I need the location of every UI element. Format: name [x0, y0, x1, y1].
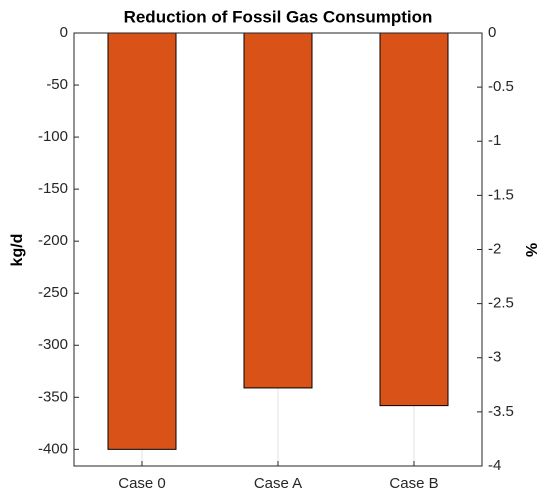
- y-tick-label: -50: [46, 76, 68, 93]
- bar: [379, 32, 449, 407]
- y2-tick-label: -3.5: [488, 403, 514, 420]
- y2-tick-label: -3: [488, 349, 501, 366]
- y2-tick-label: -4: [488, 457, 501, 474]
- y2-tick-label: -1: [488, 132, 501, 149]
- y-tick-label: -350: [38, 388, 68, 405]
- y-tick-label: -200: [38, 232, 68, 249]
- y2-axis-label: %: [522, 243, 539, 257]
- x-tick-label: Case B: [389, 475, 438, 492]
- y2-tick-label: -2.5: [488, 295, 514, 312]
- y2-tick-label: -0.5: [488, 78, 514, 95]
- y-tick-label: -400: [38, 440, 68, 457]
- chart-title: Reduction of Fossil Gas Consumption: [124, 7, 433, 26]
- plot-frame: [73, 32, 483, 467]
- y-tick-label: -250: [38, 284, 68, 301]
- bar: [243, 32, 313, 389]
- x-tick-label: Case 0: [118, 475, 166, 492]
- y2-tick-label: -1.5: [488, 186, 514, 203]
- y2-tick-label: -2: [488, 240, 501, 257]
- bar: [107, 32, 177, 450]
- y-tick-label: -100: [38, 128, 68, 145]
- x-tick-label: Case A: [254, 475, 302, 492]
- y-tick-label: 0: [60, 24, 68, 41]
- y2-tick-label: 0: [488, 24, 496, 41]
- y-axis-label: kg/d: [9, 234, 26, 267]
- y-tick-label: -300: [38, 336, 68, 353]
- y-tick-label: -150: [38, 180, 68, 197]
